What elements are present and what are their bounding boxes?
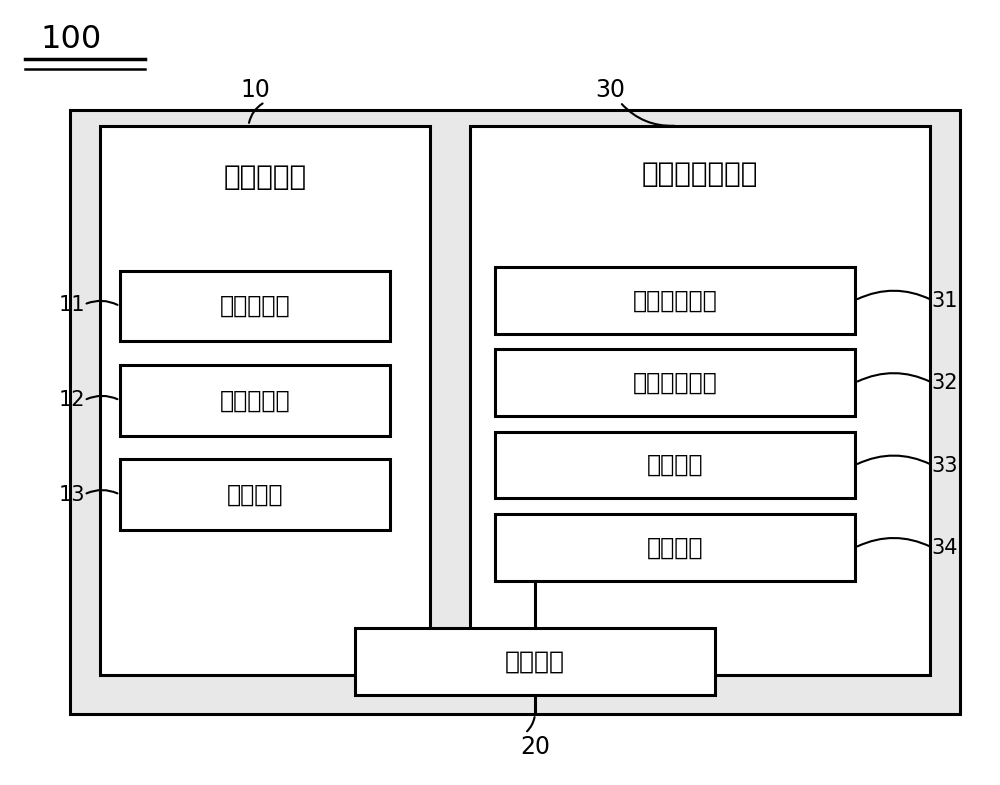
Bar — [495, 432, 855, 498]
Text: 33: 33 — [932, 455, 958, 476]
Bar — [470, 126, 930, 675]
FancyArrowPatch shape — [527, 717, 535, 732]
Text: 12: 12 — [59, 390, 85, 411]
Text: 系统接口: 系统接口 — [505, 649, 565, 674]
FancyArrowPatch shape — [249, 104, 263, 123]
Text: 工艺规程库: 工艺规程库 — [220, 389, 290, 412]
Bar — [120, 271, 390, 341]
Bar — [355, 628, 715, 695]
Text: 操作指令设计器: 操作指令设计器 — [642, 160, 758, 188]
FancyArrowPatch shape — [858, 290, 931, 299]
Bar — [120, 365, 390, 436]
Text: 100: 100 — [40, 24, 101, 54]
Bar — [70, 110, 960, 714]
Text: 31: 31 — [932, 290, 958, 311]
FancyArrowPatch shape — [622, 104, 674, 126]
Text: 13: 13 — [59, 484, 85, 505]
FancyArrowPatch shape — [87, 396, 117, 400]
Text: 30: 30 — [595, 78, 625, 102]
FancyArrowPatch shape — [87, 301, 118, 305]
Bar — [495, 349, 855, 416]
Bar — [495, 514, 855, 581]
Bar — [495, 267, 855, 334]
Text: 通用件库: 通用件库 — [227, 483, 283, 506]
Text: 指令模板库: 指令模板库 — [220, 294, 290, 318]
Text: 流程设计单元: 流程设计单元 — [633, 371, 717, 395]
Text: 解析单元: 解析单元 — [647, 453, 703, 477]
Text: 10: 10 — [240, 78, 270, 102]
Text: 设计知识库: 设计知识库 — [223, 162, 307, 191]
Bar — [100, 126, 430, 675]
FancyArrowPatch shape — [858, 538, 931, 546]
FancyArrowPatch shape — [858, 373, 931, 382]
Text: 20: 20 — [520, 736, 550, 759]
Text: 显示设计单元: 显示设计单元 — [633, 288, 717, 312]
Text: 调试单元: 调试单元 — [647, 535, 703, 560]
Text: 32: 32 — [932, 373, 958, 393]
FancyArrowPatch shape — [858, 455, 931, 464]
Text: 11: 11 — [59, 294, 85, 315]
Bar — [120, 459, 390, 530]
Text: 34: 34 — [932, 538, 958, 558]
FancyArrowPatch shape — [87, 490, 117, 494]
